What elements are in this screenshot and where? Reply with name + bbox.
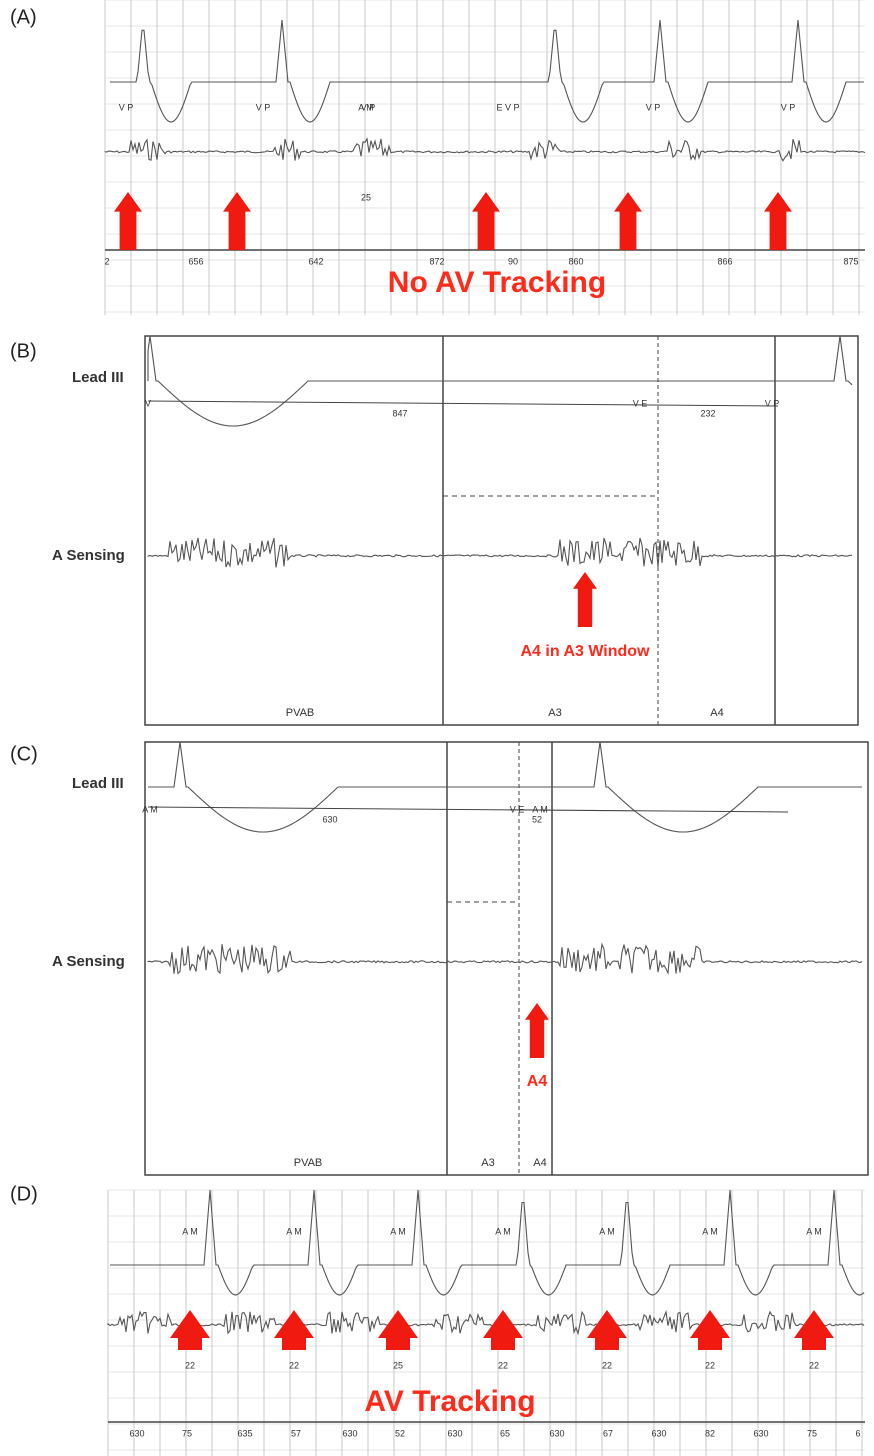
event-mark: V E [633, 398, 648, 408]
interval-line [148, 401, 778, 406]
annotation: A4 [527, 1073, 548, 1090]
ecg-trace [148, 944, 862, 974]
event-mark: A M [286, 1226, 302, 1236]
ecg-trace [108, 1312, 864, 1334]
window-label: A4 [710, 707, 723, 719]
event-mark: V P [765, 398, 780, 408]
ecg-trace [110, 1190, 864, 1295]
red-arrow [223, 192, 251, 250]
window-label: A3 [548, 707, 561, 719]
annotation: A4 in A3 Window [520, 643, 650, 660]
ecg-trace [148, 742, 862, 832]
event-mark: A M [495, 1226, 511, 1236]
interval-label: 90 [508, 256, 518, 266]
event-mark: V P [256, 102, 271, 112]
marker-label: 22 [185, 1360, 195, 1370]
lead-label: Lead III [72, 369, 124, 386]
red-arrow [472, 192, 500, 250]
ecg-trace [148, 538, 852, 567]
event-mark: V P [646, 102, 661, 112]
event-mark: V E [510, 804, 525, 814]
interval-label: 52 [395, 1428, 405, 1438]
interval-label: 2 [104, 256, 109, 266]
interval-label: 866 [717, 256, 732, 266]
red-arrow [483, 1310, 523, 1350]
interval-label: 630 [342, 1428, 357, 1438]
interval-label: 630 [129, 1428, 144, 1438]
interval-label: 232 [700, 408, 715, 418]
interval-label: 642 [308, 256, 323, 266]
window-label: PVAB [294, 1157, 323, 1169]
interval-label: 630 [549, 1428, 564, 1438]
red-arrow [114, 192, 142, 250]
interval-label: 52 [532, 814, 542, 824]
interval-label: 75 [807, 1428, 817, 1438]
interval-label: 875 [843, 256, 858, 266]
window-label: A4 [533, 1157, 546, 1169]
event-mark: V [145, 398, 151, 408]
interval-label: 630 [447, 1428, 462, 1438]
event-mark: A M [182, 1226, 198, 1236]
event-mark: V P [119, 102, 134, 112]
marker-label: 22 [498, 1360, 508, 1370]
interval-label: 872 [429, 256, 444, 266]
marker-label: 22 [289, 1360, 299, 1370]
interval-label: 57 [291, 1428, 301, 1438]
event-mark: A M [390, 1226, 406, 1236]
sensing-label: A Sensing [52, 953, 125, 970]
annotation: AV Tracking [364, 1385, 535, 1418]
red-arrow [794, 1310, 834, 1350]
red-arrow [573, 572, 597, 627]
annotation: No AV Tracking [388, 266, 606, 299]
panel-label: (D) [10, 1183, 38, 1205]
event-mark: V P [361, 102, 376, 112]
interval-label: 630 [753, 1428, 768, 1438]
marker-label: 22 [809, 1360, 819, 1370]
interval-label: 65 [500, 1428, 510, 1438]
ecg-trace [105, 139, 865, 161]
red-arrow [690, 1310, 730, 1350]
marker-label: 25 [361, 192, 371, 202]
interval-label: 75 [182, 1428, 192, 1438]
interval-line [148, 807, 788, 812]
red-arrow [525, 1003, 549, 1058]
event-mark: V P [781, 102, 796, 112]
event-mark: E V P [496, 102, 519, 112]
ecg-trace [148, 336, 852, 426]
event-mark: A M [142, 804, 158, 814]
interval-label: 860 [568, 256, 583, 266]
red-arrow [378, 1310, 418, 1350]
sensing-label: A Sensing [52, 547, 125, 564]
interval-label: 656 [188, 256, 203, 266]
red-arrow [764, 192, 792, 250]
interval-label: 6 [855, 1428, 860, 1438]
panel-label: (A) [10, 6, 37, 28]
ecg-trace [110, 20, 864, 122]
interval-label: 635 [237, 1428, 252, 1438]
event-mark: A M [806, 1226, 822, 1236]
interval-label: 67 [603, 1428, 613, 1438]
red-arrow [170, 1310, 210, 1350]
marker-label: 22 [602, 1360, 612, 1370]
interval-label: 630 [651, 1428, 666, 1438]
figure: (A) (B) (C) (D) V P V P A M V P E V P V P V P 2… [0, 0, 874, 1456]
red-arrow [614, 192, 642, 250]
event-mark: A M [599, 1226, 615, 1236]
lead-label: Lead III [72, 775, 124, 792]
event-mark: A M [702, 1226, 718, 1236]
window-label: PVAB [286, 707, 315, 719]
interval-label: 82 [705, 1428, 715, 1438]
event-mark: A M [532, 804, 548, 814]
red-arrow [587, 1310, 627, 1350]
red-arrow [274, 1310, 314, 1350]
interval-label: 847 [392, 408, 407, 418]
frame [145, 336, 858, 725]
window-label: A3 [481, 1157, 494, 1169]
panel-label: (B) [10, 340, 37, 362]
marker-label: 25 [393, 1360, 403, 1370]
interval-label: 630 [322, 814, 337, 824]
panel-label: (C) [10, 743, 38, 765]
marker-label: 22 [705, 1360, 715, 1370]
